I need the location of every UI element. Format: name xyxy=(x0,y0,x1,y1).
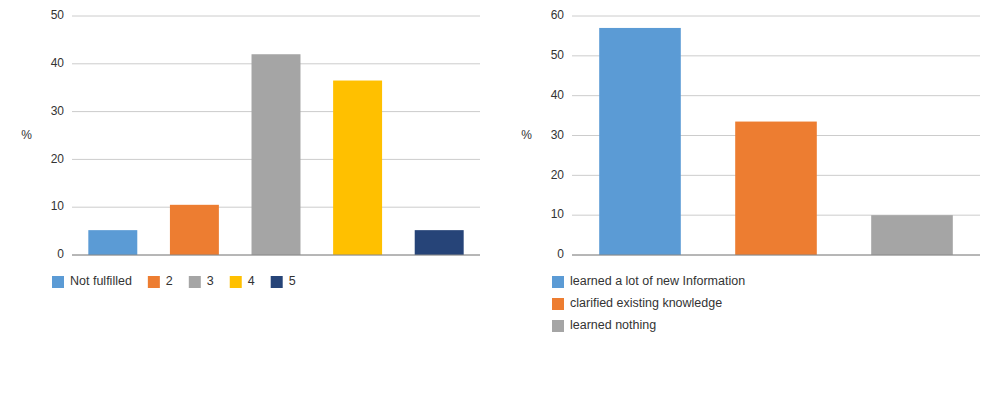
legend-label: learned nothing xyxy=(570,318,656,332)
legend: Not fulfilled 2 3 4 5 xyxy=(52,274,296,288)
legend-swatch xyxy=(230,276,242,288)
bars xyxy=(88,54,463,255)
legend-swatch xyxy=(552,320,564,332)
page: {"chart_data": [ {"type": "bar", "catego… xyxy=(0,0,1000,397)
legend-item: 2 xyxy=(148,274,173,288)
grid-line xyxy=(572,255,980,256)
x-axis-line xyxy=(72,255,480,256)
y-tick-label: 0 xyxy=(557,247,564,261)
legend-item: 3 xyxy=(189,274,214,288)
y-tick-label: 10 xyxy=(51,199,65,213)
legend-label: 4 xyxy=(248,274,255,288)
y-tick-label: 50 xyxy=(51,8,65,22)
y-tick-label: 30 xyxy=(551,128,565,142)
y-tick-label: 50 xyxy=(551,48,565,62)
bar xyxy=(170,205,219,255)
legend-label: Not fulfilled xyxy=(70,274,132,288)
legend-label: 5 xyxy=(289,274,296,288)
grid-line xyxy=(72,255,480,256)
chart-canvas: 01020304050%Not fulfilled234501020304050… xyxy=(0,0,1000,397)
legend-item: learned nothing xyxy=(552,318,656,332)
grid-line xyxy=(72,16,480,17)
y-tick-label: 30 xyxy=(51,104,65,118)
legend-swatch xyxy=(552,298,564,310)
y-tick-label: 0 xyxy=(57,247,64,261)
legend-item: Not fulfilled xyxy=(52,274,132,288)
legend-swatch xyxy=(552,276,564,288)
legend-swatch xyxy=(271,276,283,288)
legend-item: learned a lot of new Information xyxy=(552,274,745,288)
bar xyxy=(599,28,681,255)
y-tick-label: 40 xyxy=(551,88,565,102)
bar xyxy=(871,215,953,255)
legend-swatch xyxy=(189,276,201,288)
legend: learned a lot of new Information clarifie… xyxy=(552,274,745,332)
legend-item: 5 xyxy=(271,274,296,288)
legend-swatch xyxy=(52,276,64,288)
y-axis-label: % xyxy=(21,128,32,142)
legend-swatch xyxy=(148,276,160,288)
bar xyxy=(735,122,817,255)
legend-label: 3 xyxy=(207,274,214,288)
chart-panel: 0 10 20 30 40 50% Not fulfilled 2 3 4 5 xyxy=(21,8,480,288)
chart-panel: 0 10 20 30 40 50 60% learned a lot of new Infor… xyxy=(521,8,980,332)
bar xyxy=(88,230,137,255)
x-axis-line xyxy=(572,255,980,256)
legend-label: learned a lot of new Information xyxy=(570,274,745,288)
bars xyxy=(599,28,953,255)
bar xyxy=(333,81,382,255)
y-tick-label: 20 xyxy=(551,168,565,182)
y-tick-label: 40 xyxy=(51,56,65,70)
legend-item: 4 xyxy=(230,274,255,288)
legend-item: clarified existing knowledge xyxy=(552,296,722,310)
y-tick-label: 20 xyxy=(51,152,65,166)
legend-label: clarified existing knowledge xyxy=(570,296,722,310)
y-tick-label: 60 xyxy=(551,8,565,22)
bar xyxy=(252,54,301,255)
y-axis-label: % xyxy=(521,128,532,142)
legend-label: 2 xyxy=(166,274,173,288)
y-tick-label: 10 xyxy=(551,207,565,221)
bar xyxy=(415,230,464,255)
grid-line xyxy=(572,16,980,17)
